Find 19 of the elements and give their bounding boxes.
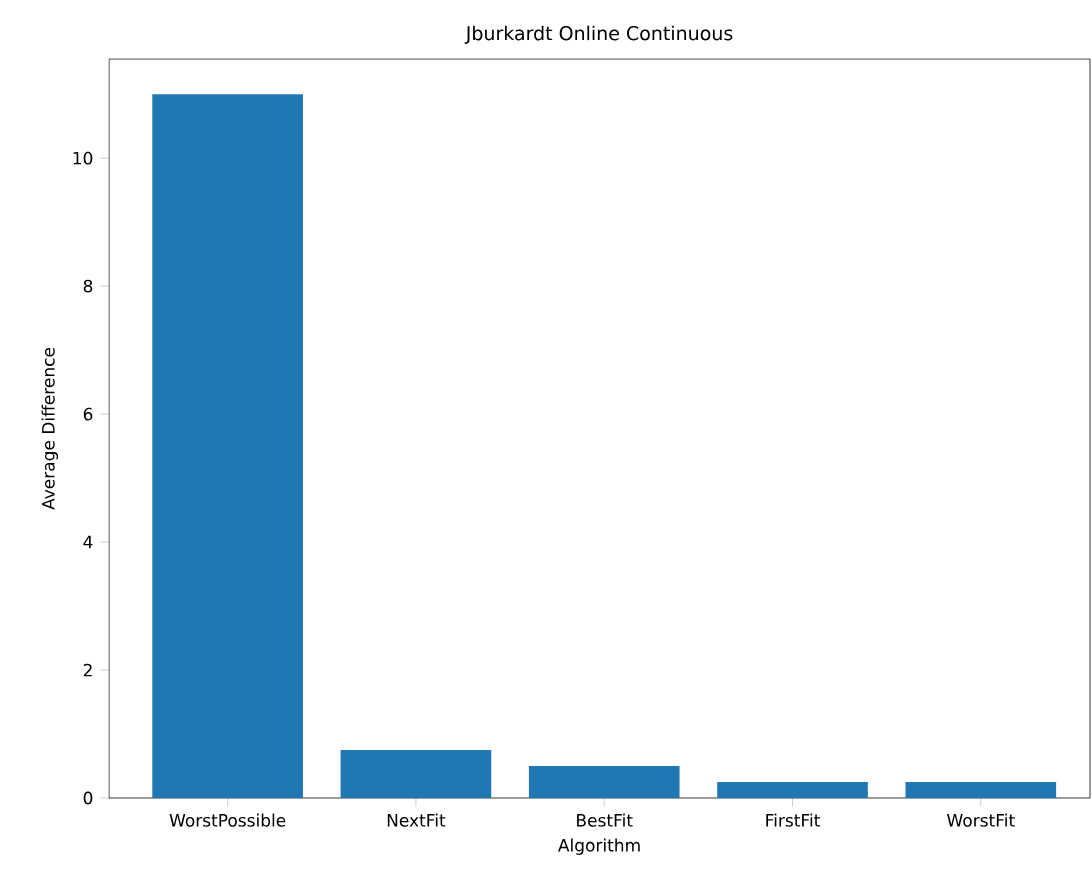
y-tick-label: 8 [83,279,93,293]
x-tick-label: FirstFit [766,813,820,827]
x-tick-label: BestFit [577,813,633,827]
y-tick-label: 4 [83,535,93,549]
bar [340,750,492,798]
x-axis-title: Algorithm [558,838,640,855]
y-tick-label: 0 [83,791,93,805]
bar [717,781,868,798]
y-tick-label: 6 [83,407,93,421]
bar [152,94,303,798]
bar [528,766,680,798]
y-axis-title: Average Difference [41,347,59,510]
y-tick-label: 2 [83,663,92,677]
y-tick-label: 10 [73,151,93,165]
x-tick-label: NextFit [387,813,446,827]
x-tick-label: WorstPossible [169,813,286,827]
bar [905,781,1057,798]
x-tick-label: WorstFit [947,813,1015,827]
chart-title: Jburkardt Online Continuous [464,25,733,44]
